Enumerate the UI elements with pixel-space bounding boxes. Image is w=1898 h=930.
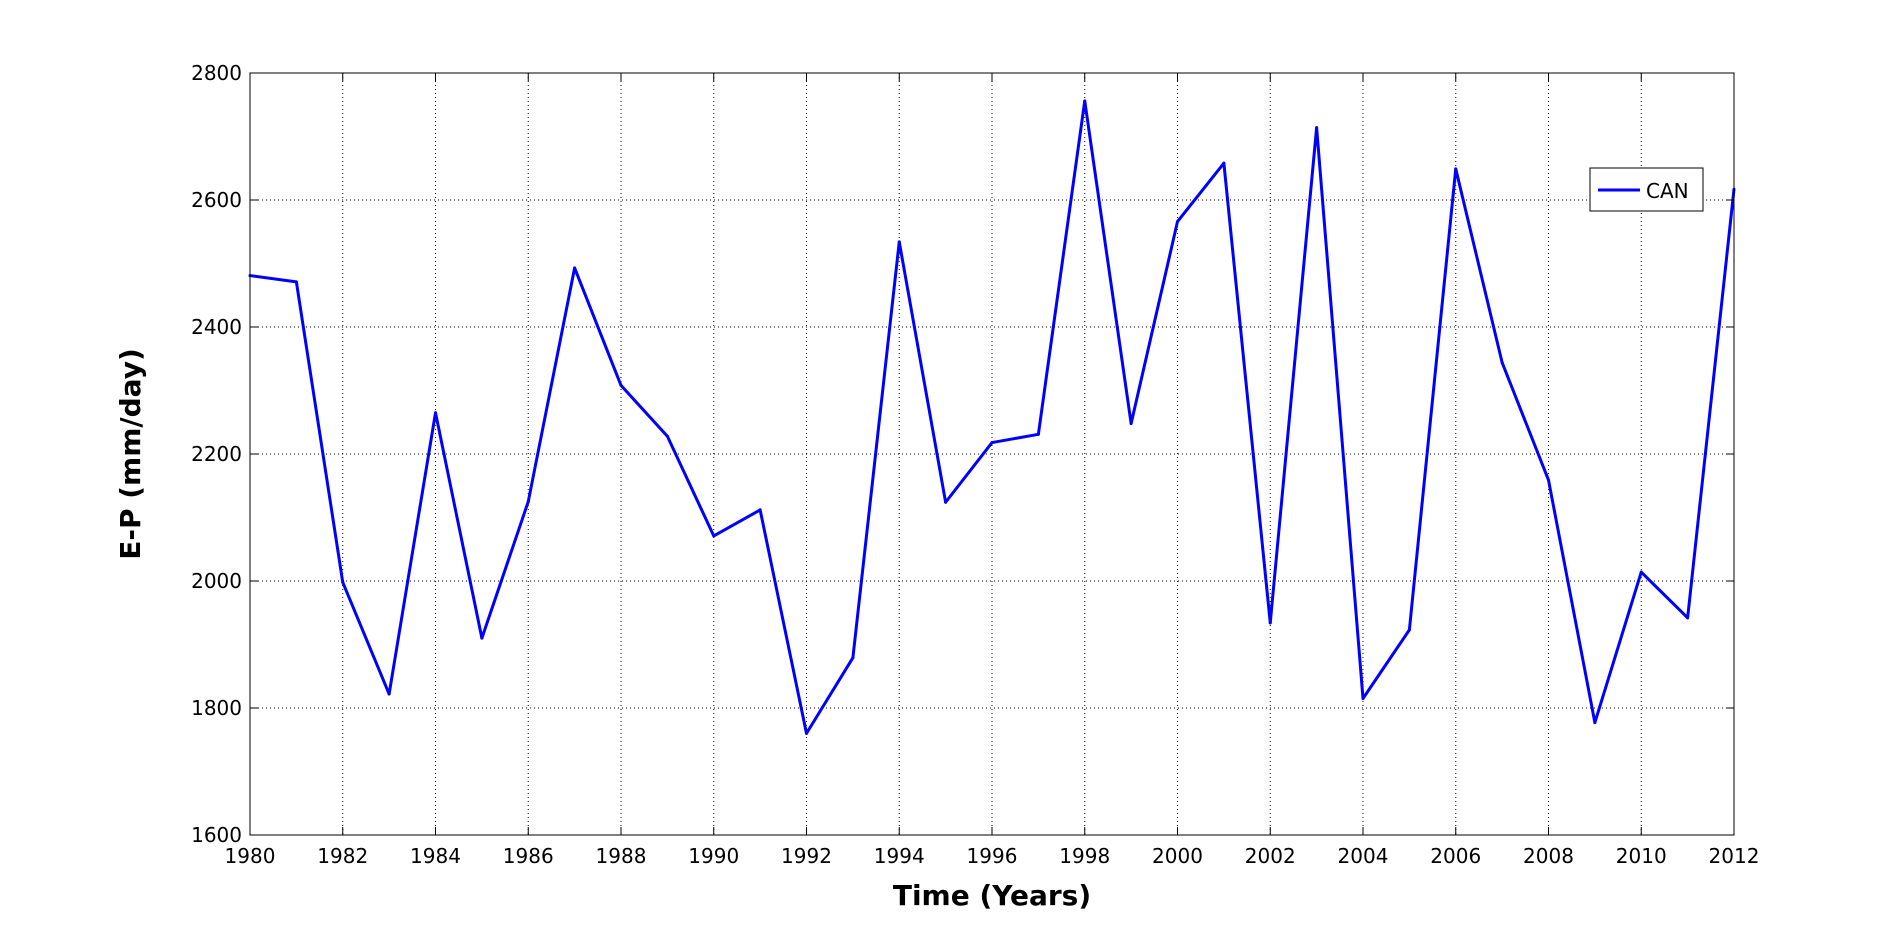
- data-point: [341, 580, 345, 584]
- y-tick-label: 1800: [191, 696, 242, 720]
- x-tick-label: 1996: [967, 844, 1018, 868]
- x-tick-label: 1980: [225, 844, 276, 868]
- data-point: [851, 656, 855, 660]
- x-tick-label: 2008: [1523, 844, 1574, 868]
- x-tick-label: 1994: [874, 844, 925, 868]
- data-point: [1361, 696, 1365, 700]
- x-tick-label: 1986: [503, 844, 554, 868]
- x-tick-label: 2006: [1430, 844, 1481, 868]
- data-point: [1500, 361, 1504, 365]
- ticks: [249, 72, 1735, 836]
- x-tick-labels: 1980 1982 1984 1986 1988 1990 1992 1994 1996 1998…: [225, 844, 1760, 868]
- grid: [250, 73, 1734, 835]
- y-tick-label: 2600: [191, 188, 242, 212]
- data-point: [294, 280, 298, 284]
- y-tick-labels: 1600 1800 2000 2200 2400 2600 2800: [191, 61, 242, 847]
- data-point: [1454, 167, 1458, 171]
- x-tick-label: 2012: [1709, 844, 1760, 868]
- data-point: [1176, 220, 1179, 224]
- x-tick-label: 2004: [1338, 844, 1389, 868]
- data-point: [1315, 126, 1319, 130]
- data-point: [805, 731, 808, 735]
- x-tick-label: 2002: [1245, 844, 1296, 868]
- data-point: [1083, 99, 1087, 103]
- y-axis-title: E-P (mm/day): [114, 348, 147, 560]
- data-point: [1222, 161, 1226, 165]
- data-point: [1686, 616, 1690, 620]
- data-point: [1593, 721, 1597, 725]
- y-tick-label: 2800: [191, 61, 242, 85]
- data-point: [665, 434, 669, 438]
- x-tick-label: 1990: [688, 844, 739, 868]
- data-point: [619, 383, 623, 387]
- y-tick-label: 2200: [191, 442, 242, 466]
- x-tick-label: 2000: [1152, 844, 1203, 868]
- y-tick-label: 1600: [191, 823, 242, 847]
- data-point: [990, 441, 994, 445]
- legend: CAN: [1589, 167, 1704, 212]
- data-point: [1639, 570, 1643, 574]
- series-layer: [248, 99, 1736, 735]
- data-point: [1268, 621, 1272, 625]
- x-tick-label: 1982: [317, 844, 368, 868]
- data-point: [897, 240, 901, 244]
- data-point: [1036, 432, 1040, 436]
- data-point: [387, 692, 391, 696]
- data-point: [1407, 628, 1411, 632]
- legend-label-can: CAN: [1646, 179, 1689, 203]
- x-tick-label: 2010: [1616, 844, 1667, 868]
- data-point: [526, 500, 530, 504]
- x-tick-label: 1992: [781, 844, 832, 868]
- data-point: [1129, 422, 1133, 426]
- data-point: [434, 411, 437, 415]
- y-tick-label: 2000: [191, 569, 242, 593]
- y-tick-label: 2400: [191, 315, 242, 339]
- data-point: [1547, 478, 1550, 482]
- data-point: [573, 266, 577, 270]
- data-point: [712, 534, 716, 538]
- x-tick-label: 1984: [410, 844, 461, 868]
- x-axis-title: Time (Years): [893, 879, 1091, 912]
- x-tick-label: 1988: [596, 844, 647, 868]
- data-point: [758, 508, 762, 512]
- data-point: [944, 500, 948, 504]
- x-tick-label: 1998: [1059, 844, 1110, 868]
- data-point: [480, 636, 484, 640]
